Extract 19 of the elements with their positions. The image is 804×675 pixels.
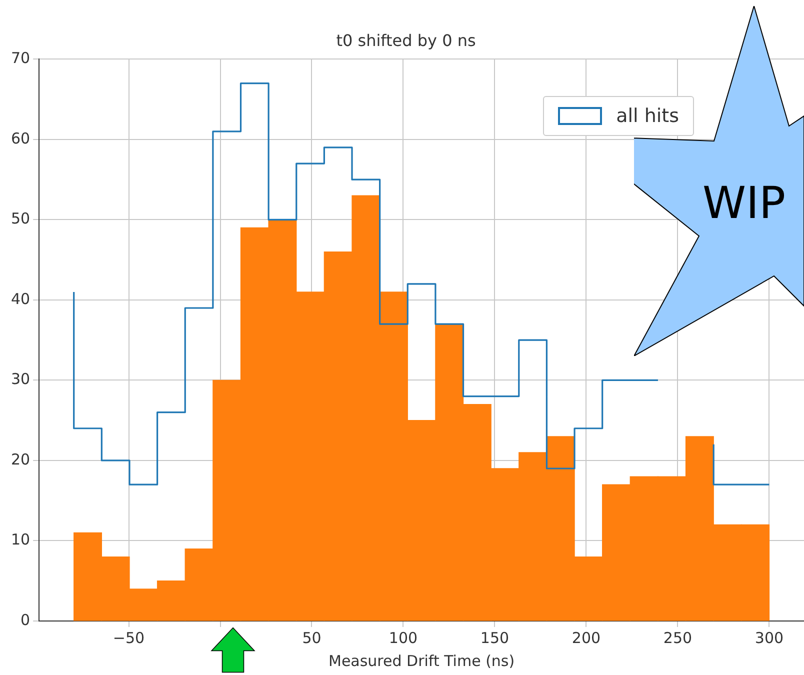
x-tick-label: −50 bbox=[112, 628, 145, 647]
x-tick-label: 50 bbox=[302, 628, 322, 647]
y-tick-label: 10 bbox=[10, 530, 30, 549]
y-tick-label: 20 bbox=[10, 450, 30, 468]
legend-label: all hits bbox=[616, 105, 679, 127]
y-tick-label: 30 bbox=[10, 370, 30, 388]
y-tick-label: 40 bbox=[10, 290, 30, 308]
x-tick-label: 100 bbox=[388, 628, 418, 647]
chart-title: t0 shifted by 0 ns bbox=[336, 30, 476, 50]
y-tick-label: 0 bbox=[20, 610, 30, 629]
x-tick-label: 300 bbox=[754, 628, 784, 647]
x-axis-title: Measured Drift Time (ns) bbox=[328, 652, 515, 670]
y-tick-label: 70 bbox=[10, 49, 30, 68]
annotation: WIP bbox=[702, 178, 786, 229]
x-tick-label: 250 bbox=[663, 628, 692, 647]
y-tick-label: 60 bbox=[10, 129, 30, 148]
x-tick-label: 150 bbox=[480, 628, 510, 647]
y-tick-label: 50 bbox=[10, 210, 30, 228]
x-tick-label: 200 bbox=[572, 628, 601, 647]
